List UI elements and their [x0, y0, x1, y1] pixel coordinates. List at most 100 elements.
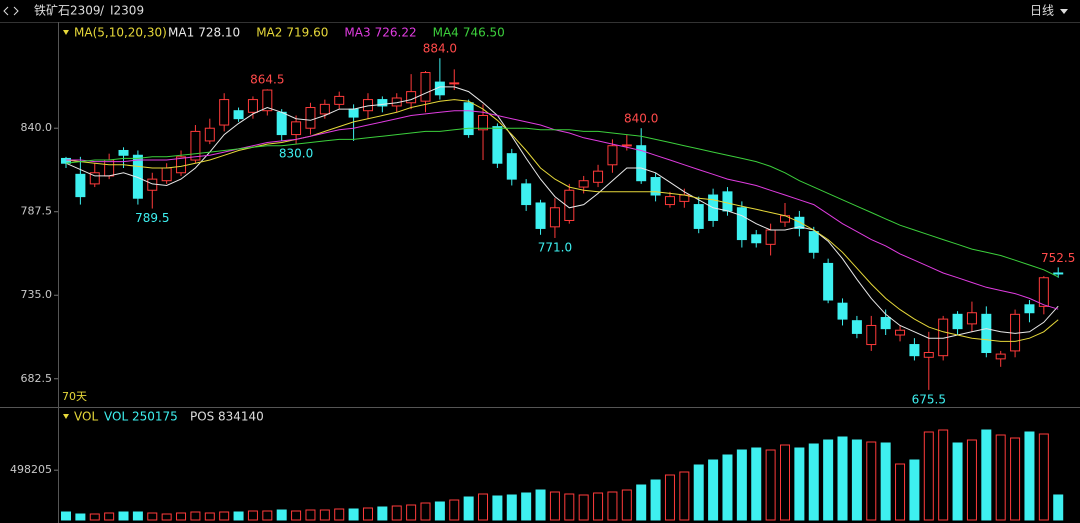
y-tick-label: 682.5	[21, 372, 53, 385]
candle-body	[736, 207, 747, 241]
candle-body	[765, 229, 776, 245]
volume-bar	[736, 449, 747, 521]
candle-body	[966, 312, 977, 325]
volume-bar	[952, 442, 963, 521]
volume-bar	[981, 429, 992, 521]
volume-bar	[75, 513, 86, 521]
volume-bar	[161, 513, 172, 521]
candle-body	[909, 344, 920, 357]
candle-body	[1024, 304, 1035, 314]
volume-bar	[104, 512, 115, 521]
low-label: 771.0	[538, 240, 572, 254]
volume-bar	[233, 511, 244, 521]
volume-bar	[147, 512, 158, 521]
candle-body	[449, 82, 460, 85]
volume-bar	[679, 471, 690, 521]
volume-bar	[664, 474, 675, 521]
volume-bar	[780, 444, 790, 521]
legend-value: 746.50	[463, 26, 505, 40]
candle-body	[89, 172, 100, 185]
legend-name: MA3	[344, 26, 370, 40]
volume-title: VOL	[74, 410, 98, 424]
volume-bar	[1038, 433, 1049, 521]
volume-bar	[535, 489, 546, 521]
volume-bar	[463, 496, 474, 521]
volume-bar	[1024, 431, 1035, 521]
chart-title: 铁矿石2309	[34, 4, 101, 18]
candle-body	[176, 156, 187, 174]
vol-tick-label: 498205	[10, 463, 52, 476]
candle-body	[132, 154, 143, 199]
volume-bar	[765, 449, 776, 521]
y-tick-label: 735.0	[21, 288, 53, 301]
legend-name: MA4	[433, 26, 459, 40]
high-label: 752.5	[1041, 251, 1075, 265]
candle-body	[535, 202, 546, 229]
ma-line	[65, 86, 1059, 339]
volume-bar	[247, 510, 258, 521]
candle-body	[247, 99, 258, 113]
volume-bar	[334, 508, 345, 521]
candle-body	[693, 204, 704, 229]
high-label: 884.0	[423, 42, 457, 56]
volume-bar	[434, 501, 445, 521]
ma-line	[66, 110, 1059, 310]
legend-value: 728.10	[198, 26, 240, 40]
candle-body	[190, 130, 201, 161]
volume-bar	[204, 512, 215, 521]
separator: /	[100, 4, 105, 18]
candle-body	[808, 231, 819, 253]
volume-bar	[708, 459, 719, 521]
candle-body	[233, 110, 244, 120]
low-label: 675.5	[912, 392, 946, 406]
candle-body	[420, 72, 431, 102]
candle-body	[1053, 272, 1064, 275]
candle-body	[492, 126, 503, 164]
volume-bar	[966, 439, 977, 521]
collapse-icon[interactable]	[63, 30, 69, 35]
volume-bar	[118, 511, 129, 521]
volume-bar	[923, 431, 934, 521]
candle-body	[880, 317, 891, 330]
ma-line	[65, 99, 1059, 342]
ma-line	[65, 127, 1059, 278]
pos-name: POS	[190, 410, 214, 424]
legend-value: 719.60	[286, 26, 328, 40]
volume-bar	[837, 436, 848, 521]
y-tick-label: 840.0	[21, 121, 53, 134]
period-selector[interactable]: 日线	[1030, 4, 1054, 18]
volume-bar	[564, 493, 575, 521]
candle-body	[664, 196, 675, 206]
candle-body	[837, 302, 848, 320]
volume-bar	[995, 434, 1006, 521]
high-label: 864.5	[250, 73, 284, 87]
volume-bar	[219, 511, 230, 521]
volume-bar	[492, 495, 503, 521]
volume-bar	[851, 439, 862, 521]
candle-body	[981, 313, 992, 354]
candle-body	[406, 91, 417, 104]
candle-body	[506, 153, 517, 180]
count-label: 70天	[62, 390, 87, 403]
candle-body	[463, 102, 474, 136]
volume-bar	[362, 507, 373, 521]
volume-bar	[1053, 494, 1064, 521]
volume-bar	[305, 509, 316, 521]
dropdown-icon[interactable]	[1060, 9, 1068, 14]
volume-bar	[478, 493, 489, 521]
volume-name: VOL	[104, 410, 128, 424]
volume-bar	[794, 447, 805, 521]
candle-body	[952, 313, 963, 330]
candle-body	[334, 95, 345, 105]
collapse-icon[interactable]	[63, 414, 69, 419]
volume-bar	[866, 441, 877, 521]
candle-body	[204, 127, 215, 142]
volume-bar	[276, 509, 287, 521]
volume-bar	[1010, 437, 1021, 521]
volume-bar	[880, 442, 891, 521]
candle-body	[564, 189, 575, 221]
candle-body	[851, 320, 862, 334]
legend-name: MA2	[256, 26, 282, 40]
symbol-icon[interactable]	[3, 6, 19, 16]
